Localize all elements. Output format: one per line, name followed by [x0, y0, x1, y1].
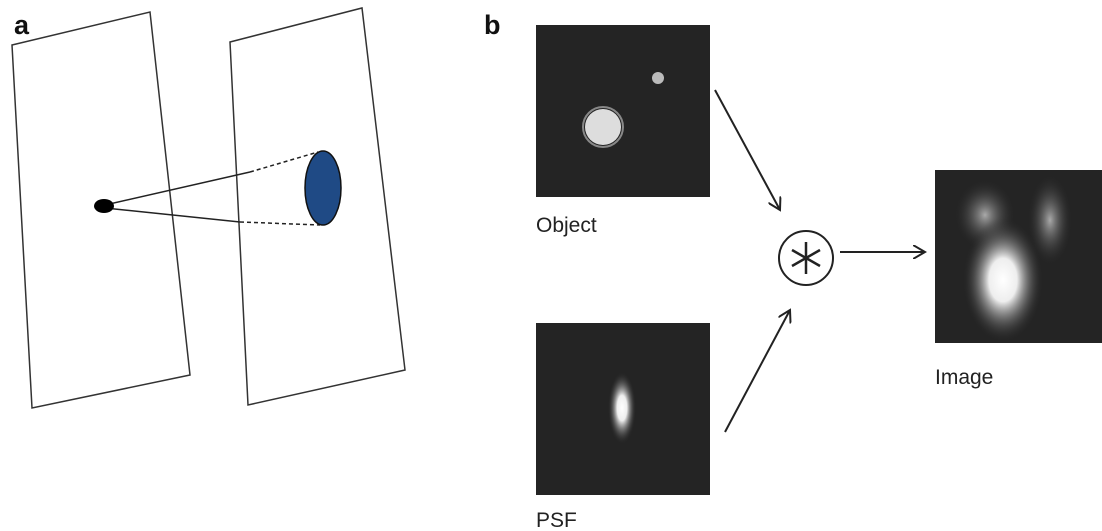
panel-label: a [14, 10, 30, 40]
arrow [725, 310, 790, 432]
object-label: Object [536, 214, 597, 237]
panel-label: b [484, 10, 501, 40]
result-blob [963, 218, 1043, 342]
ray [240, 222, 320, 225]
ray [105, 172, 250, 205]
object-blob [652, 72, 664, 84]
object-blob [585, 109, 621, 145]
object-image [536, 25, 710, 197]
figure: a b Object PSF Image [0, 0, 1102, 531]
image-label: Image [935, 366, 993, 389]
convolution-star [792, 242, 820, 274]
spot [305, 151, 341, 225]
point-source [94, 199, 114, 213]
psf-blob [608, 372, 636, 444]
arrow [715, 90, 780, 210]
psf-label: PSF [536, 509, 577, 531]
